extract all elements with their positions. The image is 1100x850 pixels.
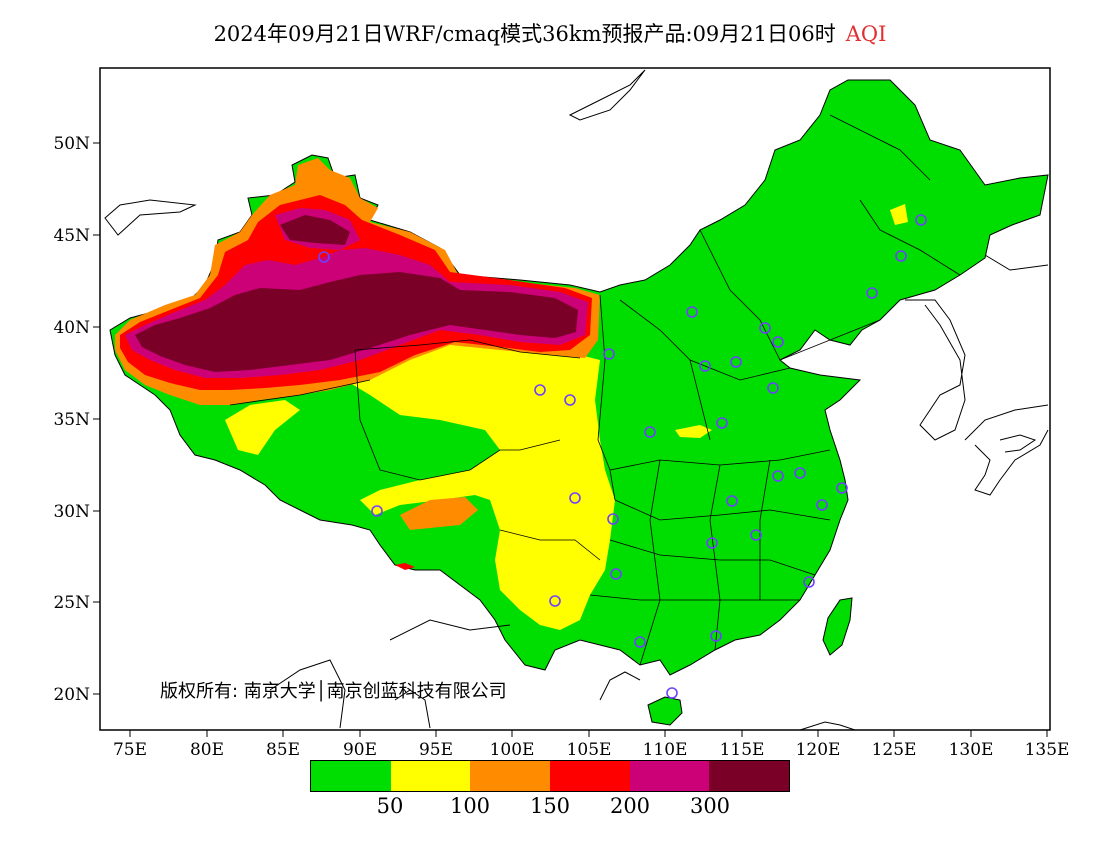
lon-tick-label: 105E	[567, 740, 612, 760]
lon-tick-label: 125E	[872, 740, 917, 760]
copyright-text: 版权所有: 南京大学│南京创蓝科技有限公司	[160, 680, 507, 702]
map-frame	[99, 67, 1051, 731]
neighbour-outlines	[104, 69, 1049, 730]
lat-tick-label: 25N	[53, 593, 90, 613]
zone-hazardous	[135, 272, 578, 372]
lat-tick-label: 20N	[53, 685, 90, 705]
zone-moderate-east	[675, 425, 712, 438]
lat-tick-label: 40N	[53, 318, 90, 338]
province-borders	[229, 114, 961, 666]
lon-tick-label: 115E	[720, 740, 765, 760]
city-markers	[318, 214, 927, 699]
hainan-island	[647, 696, 683, 726]
lon-tick-label: 135E	[1025, 740, 1070, 760]
lat-axis	[93, 142, 100, 695]
title-text: 2024年09月21日WRF/cmaq模式36km预报产品:09月21日06时	[213, 22, 836, 46]
zone-moderate-north	[890, 204, 908, 225]
aqi-legend	[310, 760, 790, 792]
legend-swatch-unhealthy	[550, 761, 630, 791]
legend-label: 300	[689, 794, 731, 818]
taiwan-island	[822, 597, 853, 656]
legend-swatch-very-unhealthy	[629, 761, 710, 791]
legend-label: 100	[449, 794, 491, 818]
lat-tick-label: 45N	[53, 226, 90, 246]
legend-label: 50	[376, 794, 404, 818]
legend-swatch-moderate	[390, 761, 471, 791]
lat-tick-label: 35N	[53, 410, 90, 430]
lon-tick-label: 120E	[796, 740, 841, 760]
lon-tick-label: 100E	[490, 740, 535, 760]
lon-axis	[129, 730, 1048, 737]
map-content: 版权所有: 南京大学│南京创蓝科技有限公司	[104, 69, 1049, 730]
map-title: 2024年09月21日WRF/cmaq模式36km预报产品:09月21日06时 A…	[0, 18, 1100, 48]
zone-moderate-tibet	[225, 400, 300, 455]
lon-tick-label: 95E	[419, 740, 453, 760]
lon-tick-label: 80E	[190, 740, 224, 760]
legend-swatch-sensitive	[470, 761, 551, 791]
lon-tick-label: 130E	[949, 740, 994, 760]
zone-moderate	[345, 335, 615, 630]
lon-tick-label: 110E	[643, 740, 688, 760]
legend-swatch-good	[311, 761, 391, 791]
lat-tick-label: 30N	[53, 502, 90, 522]
legend-label: 150	[529, 794, 571, 818]
lon-tick-labels: 75E 80E 85E 90E 95E 100E 105E 110E 115E …	[113, 740, 1069, 760]
zone-unhealthy-south	[395, 563, 415, 570]
lon-tick-label: 90E	[343, 740, 377, 760]
lon-tick-label: 75E	[113, 740, 147, 760]
lat-tick-label: 50N	[53, 134, 90, 154]
lon-tick-label: 85E	[266, 740, 300, 760]
zone-sensitive-tibet	[400, 497, 478, 530]
zone-hazardous-north	[280, 215, 350, 245]
lat-tick-labels: 20N 25N 30N 35N 40N 45N 50N	[53, 134, 90, 705]
legend-swatch-hazardous	[709, 761, 790, 791]
title-product: AQI	[845, 22, 887, 46]
legend-label: 200	[609, 794, 651, 818]
